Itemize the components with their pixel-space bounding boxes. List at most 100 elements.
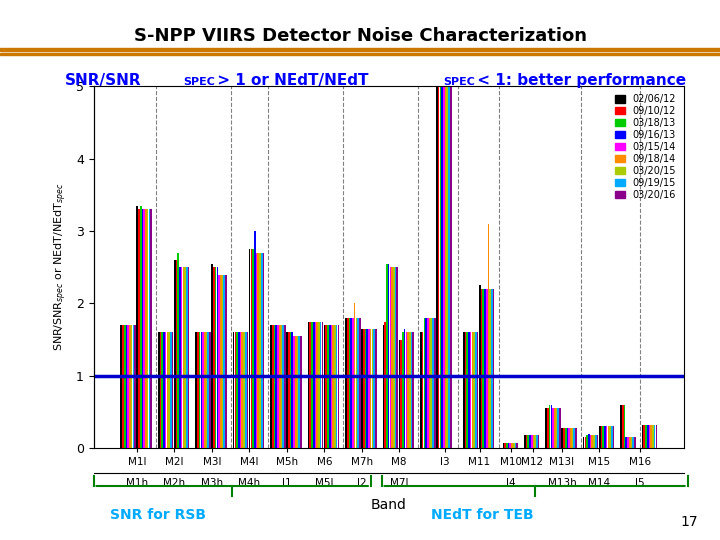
Text: SPEC: SPEC (444, 77, 475, 87)
Bar (158, 333, 160, 448)
Text: NEdT for TEB: NEdT for TEB (431, 508, 534, 522)
Bar (138, 210, 140, 448)
Bar (645, 425, 647, 448)
Text: S-NPP VIIRS Detector Noise Characterization: S-NPP VIIRS Detector Noise Characterizat… (133, 27, 587, 45)
Bar (503, 443, 504, 448)
Bar (431, 318, 432, 448)
Bar (492, 289, 495, 448)
Bar (145, 210, 147, 448)
Bar (438, 86, 439, 448)
Bar (567, 428, 568, 448)
Bar (316, 321, 318, 448)
Bar (183, 267, 184, 448)
Bar (563, 428, 564, 448)
Bar (243, 333, 245, 448)
Bar (322, 321, 323, 448)
Bar (161, 333, 163, 448)
Bar (165, 333, 166, 448)
Bar (611, 427, 613, 448)
Bar (368, 329, 370, 448)
Bar (143, 210, 145, 448)
Bar (621, 405, 622, 448)
Bar (384, 321, 386, 448)
Bar (513, 443, 515, 448)
Bar (603, 427, 604, 448)
Bar (186, 267, 188, 448)
Bar (595, 435, 597, 448)
Bar (124, 325, 125, 448)
Bar (345, 318, 347, 448)
Bar (356, 318, 357, 448)
Bar (238, 333, 240, 448)
Bar (445, 86, 446, 448)
Bar (354, 303, 356, 448)
Bar (511, 443, 513, 448)
Bar (281, 325, 282, 448)
Bar (284, 325, 286, 448)
Bar (590, 435, 591, 448)
Bar (288, 333, 289, 448)
Bar (127, 325, 129, 448)
Bar (427, 318, 428, 448)
Bar (313, 321, 315, 448)
Bar (199, 333, 200, 448)
X-axis label: Band: Band (371, 498, 407, 512)
Bar (254, 231, 256, 448)
Bar (132, 325, 134, 448)
Bar (235, 333, 236, 448)
Bar (404, 329, 405, 448)
Bar (526, 435, 527, 448)
Bar (504, 443, 506, 448)
Bar (405, 333, 408, 448)
Bar (443, 86, 445, 448)
Y-axis label: SNR/SNR$_{spec}$ or NEdT/NEdT$_{spec}$: SNR/SNR$_{spec}$ or NEdT/NEdT$_{spec}$ (53, 183, 69, 352)
Bar (188, 267, 189, 448)
Bar (320, 321, 321, 448)
Bar (402, 333, 404, 448)
Bar (249, 249, 251, 448)
Bar (559, 408, 561, 448)
Bar (629, 437, 631, 448)
Bar (632, 437, 634, 448)
Bar (490, 289, 491, 448)
Bar (479, 285, 481, 448)
Bar (245, 333, 246, 448)
Bar (450, 86, 451, 448)
Bar (351, 318, 352, 448)
Bar (150, 210, 152, 448)
Bar (547, 408, 549, 448)
Bar (364, 329, 366, 448)
Bar (359, 318, 361, 448)
Bar (207, 333, 209, 448)
Bar (195, 333, 197, 448)
Bar (426, 318, 427, 448)
Bar (233, 333, 235, 448)
Bar (370, 329, 372, 448)
Bar (274, 325, 275, 448)
Bar (300, 336, 302, 448)
Bar (634, 437, 636, 448)
Bar (388, 264, 390, 448)
Bar (177, 253, 179, 448)
Bar (184, 267, 186, 448)
Bar (622, 405, 624, 448)
Bar (481, 289, 482, 448)
Bar (282, 325, 284, 448)
Bar (486, 289, 487, 448)
Bar (393, 267, 395, 448)
Bar (597, 435, 598, 448)
Bar (536, 435, 538, 448)
Bar (318, 321, 320, 448)
Bar (600, 427, 602, 448)
Bar (413, 333, 414, 448)
Bar (168, 333, 170, 448)
Bar (329, 325, 330, 448)
Bar (529, 435, 531, 448)
Bar (470, 333, 472, 448)
Bar (276, 325, 277, 448)
Bar (263, 253, 264, 448)
Bar (137, 206, 138, 448)
Bar (361, 329, 363, 448)
Bar (506, 443, 508, 448)
Bar (432, 318, 434, 448)
